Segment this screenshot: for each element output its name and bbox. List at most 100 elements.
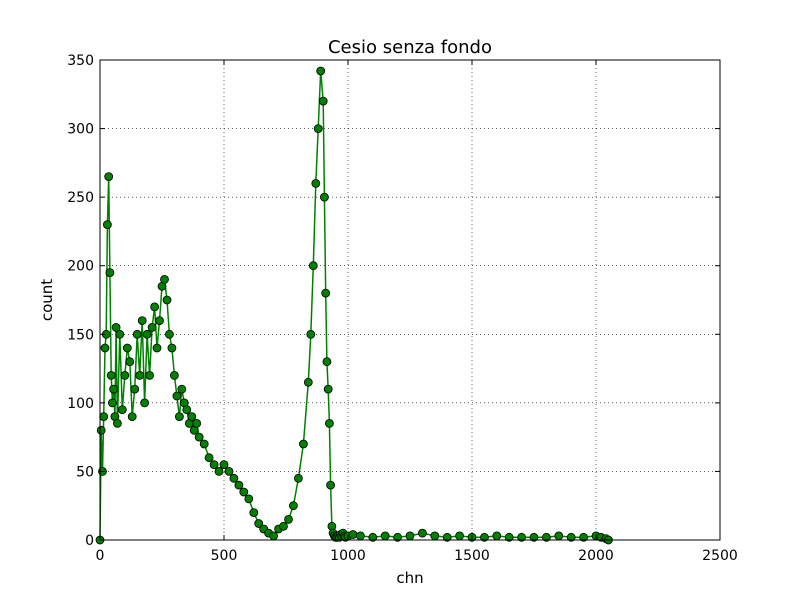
data-point (105, 268, 115, 278)
data-point (234, 480, 244, 490)
data-point (177, 384, 187, 394)
data-point (308, 261, 318, 271)
y-tick-label: 0 (85, 533, 94, 549)
data-point (368, 532, 378, 542)
grid (100, 60, 720, 540)
data-point (249, 508, 259, 517)
data-point (306, 329, 316, 339)
data-point (204, 453, 214, 463)
data-point (169, 370, 179, 380)
data-point (542, 532, 551, 542)
data-point (319, 192, 329, 202)
data-point (100, 343, 110, 353)
data-point (322, 357, 332, 367)
x-tick-label: 2500 (702, 548, 738, 564)
data-point (224, 466, 234, 476)
x-axis-label: chn (396, 569, 423, 587)
x-tick-label: 0 (96, 548, 105, 564)
chart-title: Cesio senza fondo (328, 37, 492, 58)
data-point (122, 343, 132, 353)
data-point (111, 322, 121, 332)
data-point (132, 329, 142, 339)
data-point (192, 418, 202, 428)
data-point (529, 532, 539, 542)
data-point (442, 532, 452, 542)
data-point (172, 391, 182, 401)
data-point (579, 532, 588, 542)
ticks: 0 500 1000 1500 2000 2500 0 50 100 150 200 250 300 35… (67, 53, 738, 564)
data-point (209, 460, 219, 470)
data-point (323, 384, 333, 394)
data-point (517, 532, 526, 542)
data-point (254, 519, 264, 528)
data-point (164, 329, 174, 339)
data-point (303, 377, 313, 387)
data-point (99, 412, 109, 422)
data-point (187, 412, 197, 422)
y-tick-label: 200 (67, 259, 94, 275)
data-point (316, 66, 326, 76)
data-point (108, 398, 117, 408)
data-point (150, 302, 160, 312)
data-point (130, 384, 140, 394)
data-point (417, 528, 427, 538)
data-point (313, 124, 323, 134)
y-tick-label: 250 (67, 190, 94, 206)
data-point (504, 532, 514, 542)
data-point (113, 418, 122, 428)
data-point (117, 405, 127, 415)
data-point (104, 172, 114, 182)
data-point (554, 531, 564, 541)
data-point (324, 418, 334, 428)
x-tick-label: 1500 (454, 548, 490, 564)
data-point (199, 439, 209, 449)
data-point (162, 295, 172, 305)
data-point (293, 473, 303, 483)
data-point (152, 343, 162, 353)
data-point (298, 439, 308, 449)
x-tick-label: 1000 (330, 548, 366, 564)
data-point (160, 274, 169, 284)
data-point (405, 531, 415, 541)
data-point (229, 473, 239, 483)
data-point (120, 370, 130, 380)
data-point (284, 515, 293, 524)
data-point (380, 531, 390, 541)
data-point (147, 322, 157, 332)
data-point (194, 432, 204, 442)
y-tick-label: 50 (76, 464, 94, 480)
data-point (321, 288, 331, 298)
data-point (279, 521, 288, 531)
data-point (492, 531, 502, 541)
data-point (167, 343, 177, 353)
data-point (393, 532, 403, 542)
data-point (288, 501, 298, 511)
data-point (145, 370, 155, 380)
data-point (174, 412, 184, 422)
data-point (479, 532, 489, 542)
data-point (326, 480, 336, 490)
plot-frame (99, 59, 721, 541)
data-point (103, 220, 112, 230)
x-tick-label: 500 (211, 548, 238, 564)
data-point (355, 531, 365, 541)
data-point (142, 329, 152, 339)
y-tick-label: 300 (67, 122, 94, 138)
data-point (140, 398, 150, 408)
data-point (155, 316, 164, 326)
data-point (269, 531, 279, 541)
y-tick-label: 350 (67, 53, 94, 69)
data-point (106, 370, 116, 380)
y-axis-label: count (38, 279, 56, 321)
data-point (244, 494, 254, 504)
data-point (96, 425, 106, 435)
data-point (219, 460, 229, 470)
data-point (318, 96, 328, 106)
data-point (348, 530, 358, 539)
data-point (127, 412, 137, 422)
data-point (135, 370, 145, 380)
data-point (115, 329, 125, 339)
data-point (109, 384, 118, 394)
